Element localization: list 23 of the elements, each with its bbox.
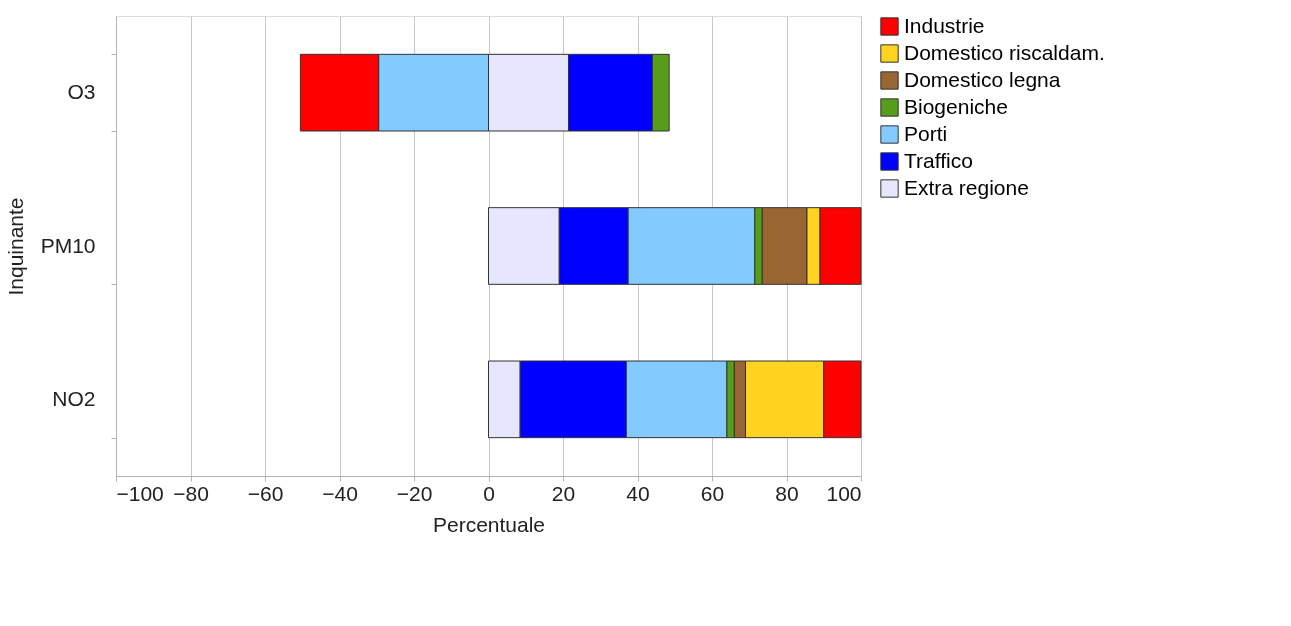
- legend-label: Traffico: [904, 148, 973, 172]
- x-tick-label: 100: [826, 481, 862, 505]
- legend-label: Domestico riscaldam.: [904, 40, 1105, 64]
- legend-label: Porti: [904, 121, 948, 145]
- legend-label: Biogeniche: [904, 94, 1008, 118]
- legend-label: Domestico legna: [904, 67, 1061, 91]
- y-tick-label: O3: [67, 80, 96, 104]
- x-tick-label: 60: [700, 481, 725, 505]
- x-tick-label: 0: [483, 481, 495, 505]
- legend-label: Extra regione: [904, 175, 1029, 199]
- x-tick-label: −20: [396, 481, 433, 505]
- x-tick-label: −40: [322, 481, 358, 505]
- y-tick-label: NO2: [52, 386, 96, 410]
- x-tick-label: 20: [551, 481, 576, 505]
- x-axis-title: Percentuale: [432, 512, 546, 536]
- x-tick-label: −100: [116, 481, 164, 505]
- x-tick-label: −80: [173, 481, 209, 505]
- x-tick-label: −60: [247, 481, 284, 505]
- y-axis-title: Inquinante: [3, 197, 27, 296]
- x-tick-label: 80: [775, 481, 799, 505]
- legend-label: Industrie: [904, 13, 985, 37]
- x-tick-label: 40: [626, 481, 650, 505]
- y-tick-label: PM10: [40, 233, 96, 257]
